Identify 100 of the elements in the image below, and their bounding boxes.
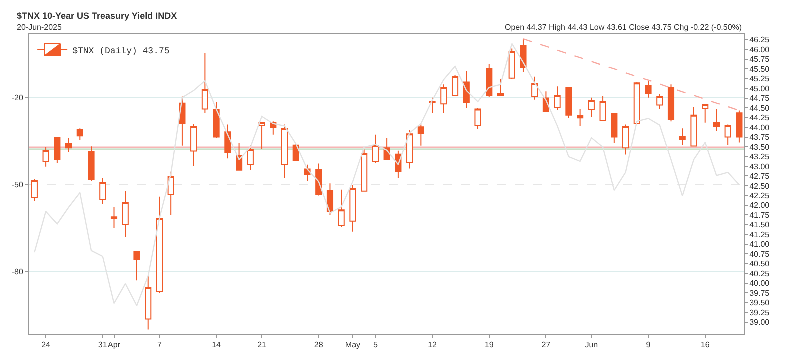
y-tick-label: 41.00 xyxy=(750,240,770,250)
candlestick xyxy=(406,130,414,170)
x-tick-label: 7 xyxy=(157,340,162,350)
candlestick xyxy=(611,112,618,144)
y-tick-label: 43.50 xyxy=(750,142,770,152)
y-tick-label: 41.25 xyxy=(750,230,770,240)
candlestick xyxy=(304,164,311,182)
y2-tick-label: -50 xyxy=(12,180,24,190)
candlestick xyxy=(134,251,140,282)
text: Open 44.37 High 44.43 Low 43.61 Close 43.75 Chg -0.22 (-0.50%) xyxy=(505,23,742,32)
y-tick-label: 44.00 xyxy=(750,123,770,132)
y-tick-label: 41.50 xyxy=(750,220,770,230)
y-tick-label: 42.00 xyxy=(750,201,770,210)
chart-title: $TNX 10-Year US Treasury Yield INDX xyxy=(17,11,178,21)
x-tick-label: May xyxy=(345,340,361,350)
y-tick-label: 40.25 xyxy=(750,269,770,278)
candlestick xyxy=(236,142,243,172)
candlestick xyxy=(54,136,61,164)
candlestick xyxy=(429,97,436,114)
y-tick-label: 43.75 xyxy=(750,133,770,142)
y-tick-label: 45.00 xyxy=(750,84,770,94)
y-tick-label: 46.25 xyxy=(750,36,770,45)
x-tick-label: 31 xyxy=(98,340,108,350)
candlestick xyxy=(418,124,424,146)
candlestick xyxy=(258,122,266,150)
candlestick xyxy=(122,190,129,238)
candlestick xyxy=(463,70,470,109)
chart-subtitle: 20-Jun-2025 xyxy=(17,23,62,32)
y-tick-label: 44.75 xyxy=(750,94,770,104)
legend-label: $TNX (Daily) 43.75 xyxy=(72,46,170,57)
candlestick xyxy=(520,38,527,73)
y-tick-label: 39.75 xyxy=(750,288,770,298)
candlestick xyxy=(213,102,220,139)
candlestick xyxy=(724,124,732,146)
candlestick xyxy=(474,108,482,130)
y-tick-label: 39.25 xyxy=(750,308,770,318)
y-tick-label: 42.75 xyxy=(750,172,770,182)
y-tick-label: 40.75 xyxy=(750,250,770,259)
x-tick-label: 21 xyxy=(258,340,268,350)
candlestick xyxy=(497,78,504,96)
candlestick xyxy=(600,95,606,122)
candlestick xyxy=(66,138,72,153)
y-tick-label: 40.00 xyxy=(750,279,770,288)
candlestick xyxy=(156,196,164,294)
x-tick-label: 19 xyxy=(484,340,494,350)
candlestick xyxy=(247,144,254,171)
candlestick xyxy=(145,275,152,330)
candlestick xyxy=(361,149,368,192)
candlestick xyxy=(76,128,84,141)
y-tick-label: 39.00 xyxy=(750,318,770,328)
y-tick-label: 43.25 xyxy=(750,152,770,162)
candlestick xyxy=(281,124,288,179)
candlestick xyxy=(690,106,698,147)
candlestick xyxy=(508,48,516,80)
x-tick-label: 27 xyxy=(542,340,552,350)
candlestick xyxy=(577,108,584,126)
x-tick-label: 16 xyxy=(700,340,710,350)
y-tick-label: 40.50 xyxy=(750,260,770,269)
candlestick xyxy=(532,76,538,100)
candlestick xyxy=(326,183,334,216)
candlestick xyxy=(679,128,686,146)
y-tick-label: 45.50 xyxy=(750,64,770,74)
y2-tick-label: -20 xyxy=(12,94,24,103)
x-tick-label: 12 xyxy=(428,340,438,350)
candlestick xyxy=(100,178,106,205)
candlestick xyxy=(622,124,630,156)
candlestick xyxy=(31,178,38,202)
candlestick xyxy=(224,124,232,160)
y-tick-label: 44.50 xyxy=(750,104,770,113)
candlestick xyxy=(668,84,675,122)
candlestick xyxy=(338,189,345,228)
x-tick-label: 5 xyxy=(373,340,378,350)
y-tick-label: 41.75 xyxy=(750,210,770,220)
candlestick xyxy=(634,82,640,124)
x-tick-label: Apr xyxy=(108,340,121,350)
x-tick-label: 24 xyxy=(42,340,52,350)
candlestick xyxy=(202,52,208,114)
y-tick-label: 42.25 xyxy=(750,191,770,200)
candlestick xyxy=(452,74,459,96)
y-tick-label: 39.50 xyxy=(750,298,770,308)
candlestick xyxy=(566,87,572,120)
y-tick-label: 42.50 xyxy=(750,182,770,191)
candlestick xyxy=(713,108,720,132)
y-tick-label: 45.25 xyxy=(750,74,770,84)
candlestick xyxy=(440,84,448,114)
y-tick-label: 45.75 xyxy=(750,55,770,64)
y2-tick-label: -80 xyxy=(12,267,24,276)
x-tick-label: Jun xyxy=(585,340,598,350)
candlestick xyxy=(554,86,561,111)
x-tick-label: 28 xyxy=(314,340,324,350)
candlestick xyxy=(42,146,50,168)
y-tick-label: 44.25 xyxy=(750,114,770,123)
y-tick-label: 46.00 xyxy=(750,45,770,54)
candlestick xyxy=(702,104,709,124)
candlestick xyxy=(645,80,652,98)
candlestick xyxy=(656,94,664,110)
x-tick-label: 14 xyxy=(212,340,222,350)
candlestick xyxy=(736,110,743,144)
x-tick-label: 9 xyxy=(646,340,652,350)
candlestick xyxy=(350,185,356,232)
